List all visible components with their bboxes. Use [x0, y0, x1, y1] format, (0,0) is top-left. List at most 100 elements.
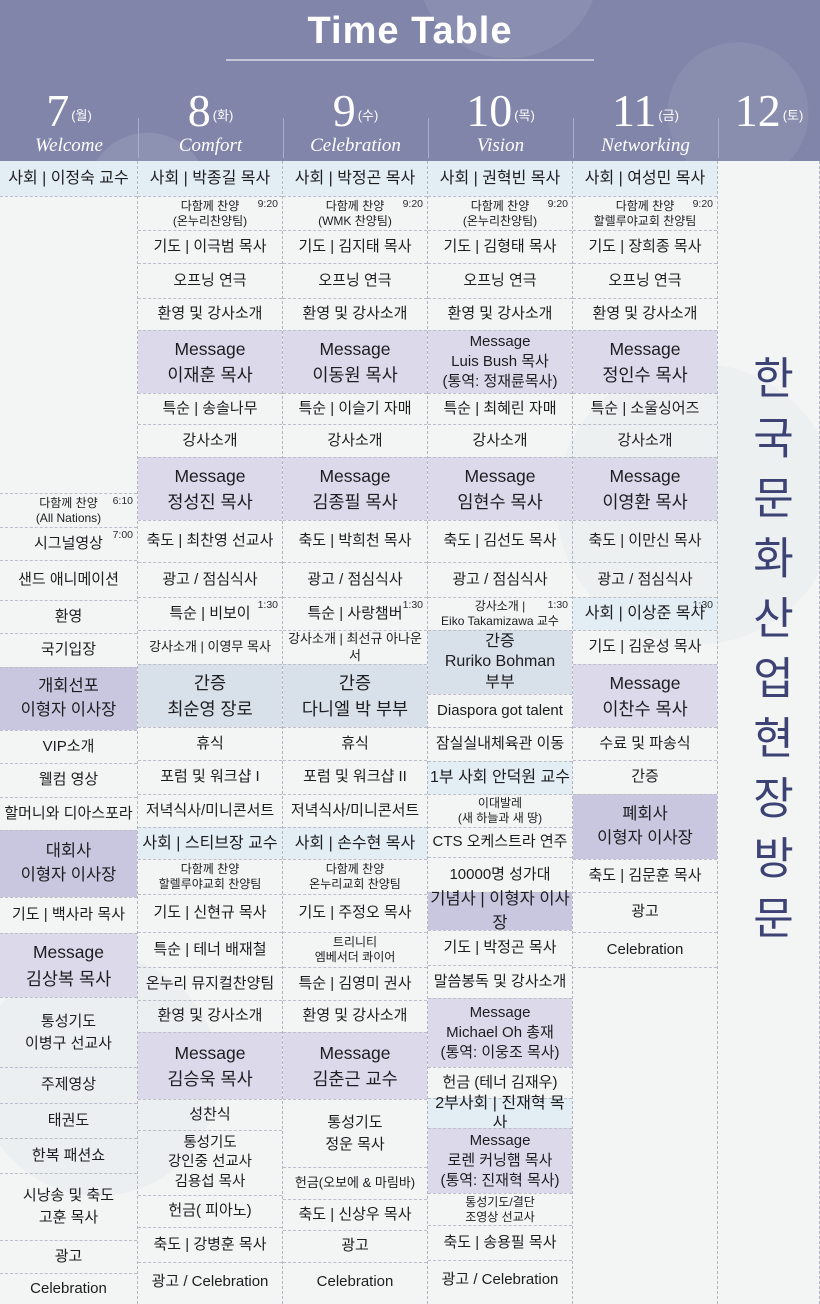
cell-text-line: Message — [609, 338, 681, 359]
cell-text-line: 광고 — [631, 903, 659, 921]
column-tuesday: 사회 | 박종길 목사 다함께 찬양 (온누리찬양팀) 9:20 기도 | 이극범 목사… — [138, 161, 283, 1304]
cell-text-line: 광고 / 점심식사 — [452, 570, 548, 588]
cell-text-line: 축도 | 신상우 목사 — [298, 1205, 412, 1223]
timetable-cell: Message Michael Oh 총재 (통역: 이웅조 목사) — [428, 998, 572, 1067]
timetable-cell: 광고 / 점심식사 — [573, 562, 717, 597]
day-header-saturday: 12 (토) — [718, 88, 820, 161]
cell-text-line: 통성기도 — [183, 1134, 237, 1151]
cell-text-line: 특순 | 이슬기 자매 — [298, 399, 412, 417]
timetable-cell: Diaspora got talent — [428, 694, 572, 727]
title-underline — [226, 59, 594, 61]
cell-text-line: 특순 | 비보이 — [169, 604, 251, 622]
cell-text-line: 축도 | 김문훈 목사 — [588, 866, 702, 884]
cell-text-line: 간증 — [485, 632, 515, 650]
cell-text-line: 다함께 찬양 — [470, 198, 530, 213]
time-label: 9:20 — [547, 198, 568, 210]
cell-text-line: 광고 — [54, 1247, 83, 1265]
timetable-cell: 태권도 — [0, 1103, 137, 1138]
timetable-cell: 다함께 찬양 (온누리찬양팀) 9:20 — [138, 196, 282, 230]
timetable-cell: Message 임현수 목사 — [428, 457, 572, 520]
timetable-cell: 다함께 찬양 (All Nations) 6:10 — [0, 493, 137, 527]
cell-text-line: Michael Oh 총재 — [446, 1024, 554, 1042]
cell-text-line: CTS 오케스트라 연주 — [432, 833, 568, 851]
timetable-cell: 강사소개 — [138, 424, 282, 457]
day-theme: Welcome — [35, 135, 103, 156]
timetable-cell: Message 이동원 목사 — [283, 330, 427, 393]
timetable-cell: 기도 | 백사라 목사 — [0, 897, 137, 933]
timetable-cell: 환영 및 강사소개 — [138, 1000, 282, 1032]
cell-text-line: (온누리찬양팀) — [462, 213, 538, 228]
timetable-cell: 헌금 (테너 김재우) — [428, 1067, 572, 1098]
cell-text-line: 이형자 이사장 — [20, 701, 117, 719]
cell-text-line: 통성기도 — [327, 1113, 383, 1131]
header: Time Table 7 (월) Welcome 8 (화) Comfort 9 (수… — [0, 0, 820, 161]
timetable-cell: 할머니와 디아스포라 — [0, 797, 137, 830]
cell-text-line: 간증 — [631, 768, 659, 786]
cell-text-line: 광고 / 점심식사 — [307, 570, 403, 588]
timetable-cell: 기도 | 주정오 목사 — [283, 894, 427, 932]
cell-text-line: 포럼 및 워크샵 I — [160, 768, 260, 786]
day-header-wednesday: 9 (수) Celebration — [283, 88, 428, 161]
timetable-cell: 특순 | 소울싱어즈 — [573, 393, 717, 424]
day-header-row: 7 (월) Welcome 8 (화) Comfort 9 (수) Celebrati… — [0, 88, 820, 161]
timetable-cell: 2부사회 | 진재혁 목사 — [428, 1095, 572, 1132]
timetable-cell: 사회 | 여성민 목사 — [573, 161, 717, 196]
timetable-cell: 환영 및 강사소개 — [283, 298, 427, 330]
day-header-tuesday: 8 (화) Comfort — [138, 88, 283, 161]
timetable-cell: Message 김상복 목사 — [0, 933, 137, 997]
timetable-cell: 웰컴 영상 — [0, 763, 137, 797]
day-header-friday: 11 (금) Networking — [573, 88, 718, 161]
cell-text-line: 강인중 선교사 — [167, 1154, 253, 1171]
cell-text-line: Message — [469, 1132, 531, 1150]
timetable-cell: 잠실실내체육관 이동 — [428, 727, 572, 761]
cell-text-line: 정운 목사 — [325, 1135, 385, 1153]
day-weekday: (목) — [514, 108, 535, 123]
timetable-cell: 특순 | 비보이 1:30 — [138, 597, 282, 630]
cell-text-line: 헌금(오보에 & 마림바) — [294, 1175, 416, 1191]
cell-text-line: 사회 | 박종길 목사 — [149, 169, 271, 187]
timetable-cell: 간증 최순영 장로 — [138, 664, 282, 727]
timetable-cell: 광고 / Celebration — [428, 1260, 572, 1299]
time-label: 1:30 — [257, 599, 278, 611]
cell-text-line: 강사소개 | — [474, 599, 526, 613]
cell-text-line: 주제영상 — [40, 1076, 97, 1094]
timetable-cell: 특순 | 사랑챔버 1:30 — [283, 597, 427, 630]
timetable-cell: 환영 및 강사소개 — [428, 298, 572, 330]
timetable-cell: 사회 | 스티브장 교수 — [138, 827, 282, 859]
timetable-cell: Message 정성진 목사 — [138, 457, 282, 520]
timetable-cell: 사회 | 이정숙 교수 — [0, 161, 137, 196]
cell-text-line: 환영 및 강사소개 — [447, 305, 553, 323]
cell-text-line: Message — [609, 465, 681, 486]
cell-text-line: 이영환 목사 — [602, 492, 688, 512]
timetable-cell: 다함께 찬양 (온누리찬양팀) 9:20 — [428, 196, 572, 230]
cell-text-line: 한복 패션쇼 — [31, 1146, 106, 1164]
cell-text-line: Luis Bush 목사 — [451, 353, 549, 371]
day-weekday: (월) — [71, 108, 92, 123]
day-number: 12 — [734, 85, 781, 136]
day-weekday: (화) — [212, 108, 234, 123]
cell-text-line: 다함께 찬양 — [180, 198, 240, 213]
cell-text-line: (통역: 진재혁 목사) — [440, 1171, 560, 1189]
timetable-cell: 다함께 찬양 (WMK 찬양팀) 9:20 — [283, 196, 427, 230]
day-weekday: (토) — [782, 108, 804, 123]
timetable-cell: 트리니티 엠베서더 콰이어 — [283, 932, 427, 967]
timetable-cell: 다함께 찬양 할렐루야교회 찬양팀 9:20 — [573, 196, 717, 230]
cell-text-line: 광고 / Celebration — [441, 1270, 559, 1288]
cell-text-line: 이형자 이사장 — [20, 866, 117, 884]
cell-text-line: 부부 — [485, 673, 515, 691]
cell-text-line: 사회 | 이정숙 교수 — [8, 169, 129, 187]
cell-text-line: 휴식 — [196, 734, 224, 752]
cell-text-line: 로렌 커닝햄 목사 — [447, 1152, 553, 1170]
cell-text-line: (온누리찬양팀) — [172, 213, 248, 228]
day-number-row: 8 (화) — [138, 88, 283, 134]
cell-text-line: 기도 | 김지태 목사 — [298, 237, 412, 255]
day-theme: Comfort — [178, 135, 243, 156]
cell-text-line: 통성기도/결단 — [465, 1194, 535, 1209]
timetable-cell: 축도 | 이만신 목사 — [573, 520, 717, 562]
timetable-cell: 강사소개 | 이영무 목사 — [138, 630, 282, 664]
cell-text-line: 기념사 | 이형자 이사장 — [430, 889, 570, 932]
timetable-cell: Message 로렌 커닝햄 목사 (통역: 진재혁 목사) — [428, 1128, 572, 1193]
cell-text-line: Message — [469, 1004, 531, 1022]
timetable-cell: 환영 및 강사소개 — [138, 298, 282, 330]
cell-text-line: 환영 및 강사소개 — [157, 305, 263, 323]
